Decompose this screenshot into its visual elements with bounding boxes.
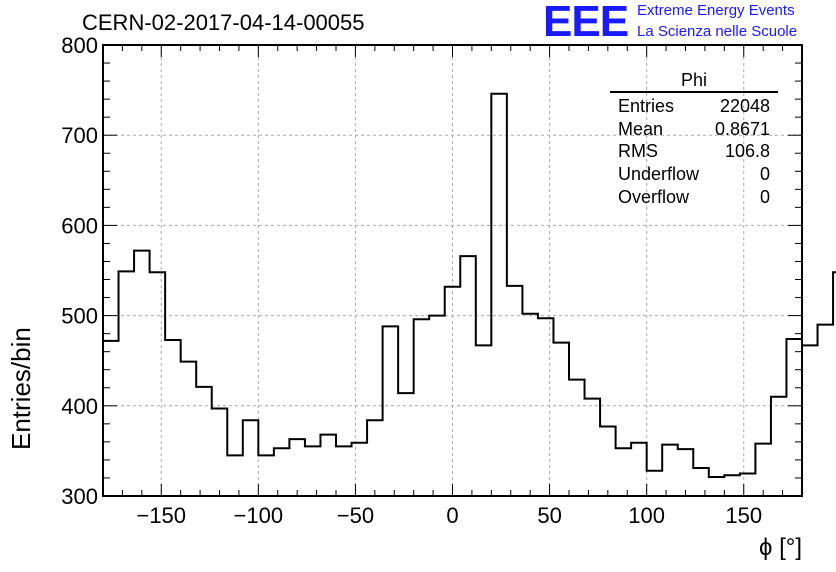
stats-label: Underflow: [618, 164, 700, 185]
stats-value: 22048: [719, 96, 770, 116]
stats-value: 106.8: [724, 141, 770, 162]
x-axis-label: ϕ [°]: [758, 534, 802, 561]
histogram-series: [103, 92, 836, 479]
stats-name: Phi: [610, 70, 778, 93]
x-tick-label: 50: [537, 503, 561, 528]
x-tick-label: 0: [446, 503, 458, 528]
stats-label: Mean: [618, 118, 664, 139]
x-tick-label: −100: [234, 503, 284, 528]
x-tick-label: 100: [628, 503, 665, 528]
logo-line-2: La Scienza nelle Scuole: [637, 23, 798, 40]
stats-row-entries: Entries 22048: [610, 95, 778, 118]
stats-box: Phi Entries 22048 Mean 0.8671 RMS 106.8 …: [610, 70, 778, 209]
x-tick-label: −50: [337, 503, 374, 528]
stats-label: RMS: [618, 141, 658, 162]
stats-row-rms: RMS 106.8: [610, 140, 778, 163]
logo-line-1: Extreme Energy Events: [637, 2, 795, 19]
y-tick-label: 300: [61, 484, 98, 509]
stats-row-overflow: Overflow 0: [610, 186, 778, 209]
stats-label: Entries: [618, 96, 675, 116]
stats-row-mean: Mean 0.8671: [610, 118, 778, 141]
y-tick-label: 600: [61, 213, 98, 238]
y-axis-label: Entries/bin: [6, 327, 36, 450]
stats-value: 0.8671: [714, 118, 770, 139]
eee-logo: EEE: [543, 0, 629, 46]
stats-value: 0: [759, 164, 770, 185]
y-tick-label: 700: [61, 123, 98, 148]
stats-label: Overflow: [618, 186, 690, 207]
x-tick-label: 150: [725, 503, 762, 528]
chart-title: CERN-02-2017-04-14-00055: [82, 10, 365, 35]
y-tick-label: 800: [61, 33, 98, 58]
y-tick-label: 400: [61, 394, 98, 419]
y-tick-label: 500: [61, 304, 98, 329]
x-tick-label: −150: [136, 503, 186, 528]
stats-row-underflow: Underflow 0: [610, 163, 778, 186]
stats-value: 0: [759, 186, 770, 207]
